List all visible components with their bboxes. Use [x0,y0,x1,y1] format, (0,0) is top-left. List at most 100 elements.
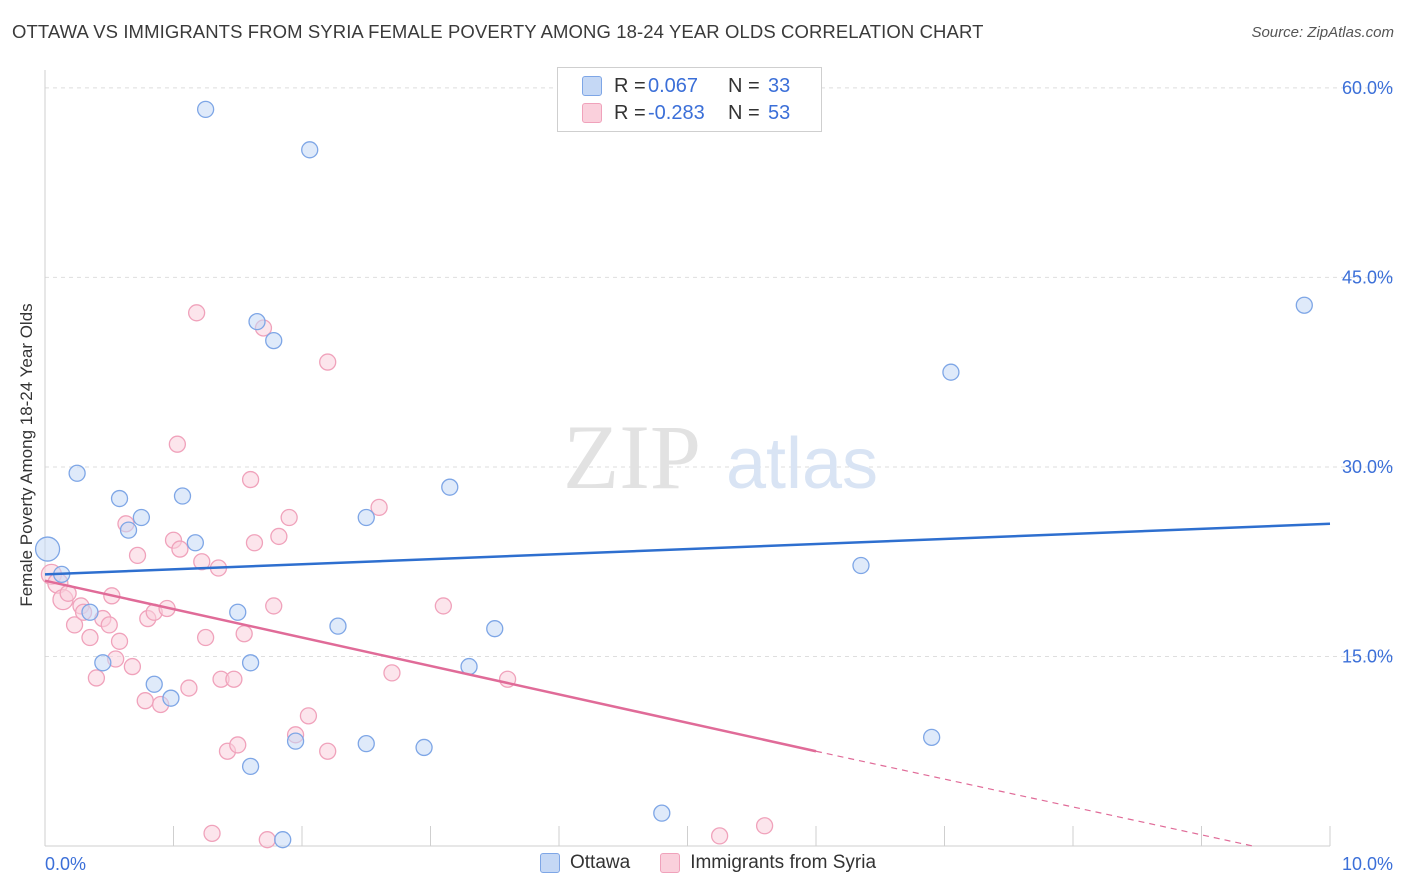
ottawa-point [265,331,283,350]
syria-point [203,824,221,843]
watermark: ZIP atlas [563,406,878,508]
ottawa-point [301,141,319,159]
legend-n-value: 33 [768,74,791,97]
legend-r-label: R = [614,101,646,124]
series-name-syria: Immigrants from Syria [690,852,877,873]
x-tick-label-max: 10.0% [1342,854,1393,874]
ottawa-point [241,757,260,776]
syria-point [370,498,388,517]
ottawa-point [81,603,99,621]
syria-point [319,353,337,371]
ottawa-point [274,831,292,849]
syria-point [168,435,187,453]
ottawa-point [329,617,347,635]
y-tick-label: 45.0% [1342,267,1393,287]
series-legend-syria: Immigrants from Syria [660,852,876,874]
ottawa-point [68,464,86,482]
ottawa-point [162,689,180,707]
syria-point [270,527,288,546]
trend-lines [44,522,1331,847]
syria-point [225,670,243,688]
ottawa-point [923,728,941,746]
syria-point [136,692,154,710]
series-legend: Ottawa Immigrants from Syria [540,852,906,874]
legend-row-syria: R = -0.283 N = 53 [582,101,790,125]
syria-point [171,540,189,558]
syria-point [245,534,264,552]
series-swatch-ottawa [540,853,560,873]
syria-point [258,831,276,849]
data-points [34,100,1313,849]
syria-point [196,628,215,647]
ottawa-point [357,508,375,527]
ottawa-point [942,363,960,381]
syria-point [193,553,211,571]
legend-r-value: -0.283 [648,101,705,124]
ottawa-point [248,313,266,331]
syria-point [110,632,129,650]
correlation-legend: R = 0.067 N = 33 R = -0.283 N = 53 [557,67,822,132]
syria-trend-line [44,579,817,753]
series-name-ottawa: Ottawa [570,852,631,873]
ottawa-point [415,738,433,757]
ottawa-point [94,654,112,672]
syria-point [280,508,298,527]
y-tick-label: 15.0% [1342,646,1393,666]
chart-source: Source: ZipAtlas.com [1251,24,1394,41]
syria-point [265,597,283,615]
ottawa-point [441,478,459,496]
legend-swatch-syria [582,103,602,123]
ottawa-point [119,521,138,539]
syria-point [180,679,198,697]
ottawa-trend-line [44,522,1331,576]
ottawa-point [229,603,247,621]
y-tick-label: 60.0% [1342,78,1393,98]
syria-point [65,616,84,634]
syria-point [299,707,318,725]
syria-point [755,817,774,835]
watermark-atlas: atlas [726,424,878,504]
ottawa-point [241,654,260,672]
x-axis-ticks [173,826,1331,846]
ottawa-point [186,534,204,552]
series-legend-ottawa: Ottawa [540,852,630,874]
syria-point [235,625,253,643]
ottawa-point [852,556,870,575]
y-tick-labels: 15.0% 30.0% 45.0% 60.0% [1342,78,1393,667]
ottawa-point [34,536,61,562]
syria-point [710,827,729,845]
syria-point [100,616,118,634]
ottawa-point [196,100,215,119]
legend-row-ottawa: R = 0.067 N = 33 [582,74,790,98]
ottawa-point [145,675,163,693]
syria-point [87,669,106,687]
syria-point [187,304,206,322]
x-tick-label-min: 0.0% [45,854,86,874]
legend-r-label: R = [614,74,646,97]
watermark-zip: ZIP [563,406,701,508]
series-swatch-syria [660,853,681,873]
y-tick-label: 30.0% [1342,457,1393,477]
ottawa-point [110,489,129,508]
syria-trend-extension [815,750,1254,847]
legend-n-label: N = [728,101,760,124]
ottawa-point [132,508,151,527]
legend-r-value: 0.067 [648,74,699,97]
legend-n-value: 53 [768,101,791,124]
ottawa-point [1295,296,1313,314]
syria-point [383,664,401,682]
syria-point [123,657,142,676]
ottawa-point [357,735,375,753]
gridlines [45,87,1393,657]
syria-point [319,742,337,760]
ottawa-point [653,804,671,822]
syria-point [434,597,453,615]
legend-swatch-ottawa [582,76,602,96]
ottawa-point [286,732,305,750]
legend-n-label: N = [728,74,760,97]
syria-point [81,628,99,647]
ottawa-point [486,620,504,638]
syria-point [128,546,147,565]
chart-title: OTTAWA VS IMMIGRANTS FROM SYRIA FEMALE P… [12,21,984,42]
